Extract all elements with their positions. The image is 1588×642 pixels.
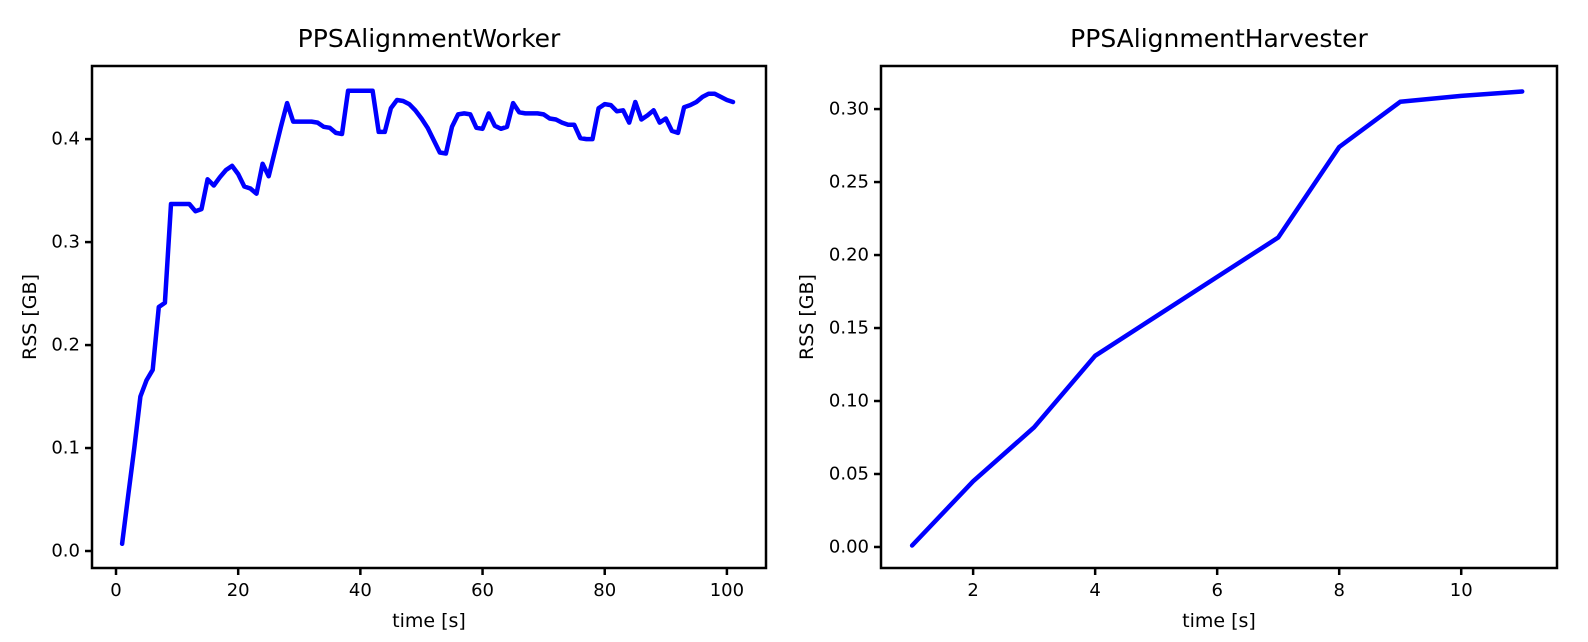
y-tick-label: 0.25 — [829, 172, 869, 193]
y-axis-label: RSS [GB] — [19, 274, 41, 360]
x-tick-label: 60 — [471, 580, 494, 601]
x-tick-label: 10 — [1450, 580, 1473, 601]
y-tick-label: 0.2 — [51, 335, 80, 356]
y-tick-label: 0.1 — [51, 438, 80, 459]
x-tick-label: 2 — [967, 580, 978, 601]
y-tick-label: 0.00 — [829, 536, 869, 557]
y-tick-label: 0.3 — [51, 232, 80, 253]
x-tick-label: 40 — [349, 580, 372, 601]
data-line — [119, 88, 736, 547]
x-tick-label: 0 — [110, 580, 121, 601]
x-axis-label: time [s] — [392, 610, 466, 632]
y-tick-label: 0.15 — [829, 318, 869, 339]
y-tick-label: 0.20 — [829, 245, 869, 266]
chart-title: PPSAlignmentWorker — [298, 24, 561, 53]
data-line — [909, 89, 1525, 548]
x-tick-label: 20 — [227, 580, 250, 601]
plot-border — [879, 64, 1559, 570]
plot-border — [90, 64, 768, 570]
y-tick-label: 0.05 — [829, 463, 869, 484]
harvester-chart: 2 4 6 8 10 0.00 0.05 0.10 0.15 0.20 0.25 0.30 PPSAli… — [796, 24, 1559, 632]
y-tick-label: 0.30 — [829, 99, 869, 120]
x-axis-label: time [s] — [1182, 610, 1256, 632]
x-tick-label: 8 — [1333, 580, 1344, 601]
x-tick-label: 6 — [1211, 580, 1222, 601]
chart-title: PPSAlignmentHarvester — [1070, 24, 1368, 53]
worker-chart: 0 20 40 60 80 100 0.0 0.1 0.2 0.3 0.4 PPSAlignmentW… — [19, 24, 768, 632]
y-axis-label: RSS [GB] — [796, 274, 818, 360]
x-tick-label: 100 — [710, 580, 744, 601]
x-tick-label: 80 — [593, 580, 616, 601]
y-tick-label: 0.10 — [829, 391, 869, 412]
x-tick-label: 4 — [1089, 580, 1100, 601]
y-tick-label: 0.4 — [51, 129, 80, 150]
y-tick-label: 0.0 — [51, 541, 80, 562]
